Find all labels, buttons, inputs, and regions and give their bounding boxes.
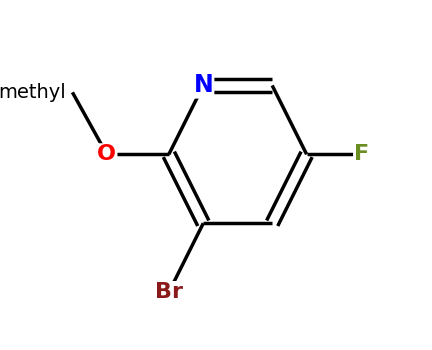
Text: F: F (354, 144, 369, 164)
Text: N: N (194, 74, 213, 97)
Text: Br: Br (155, 282, 183, 302)
Text: O: O (97, 144, 116, 164)
Text: methyl: methyl (0, 83, 66, 102)
